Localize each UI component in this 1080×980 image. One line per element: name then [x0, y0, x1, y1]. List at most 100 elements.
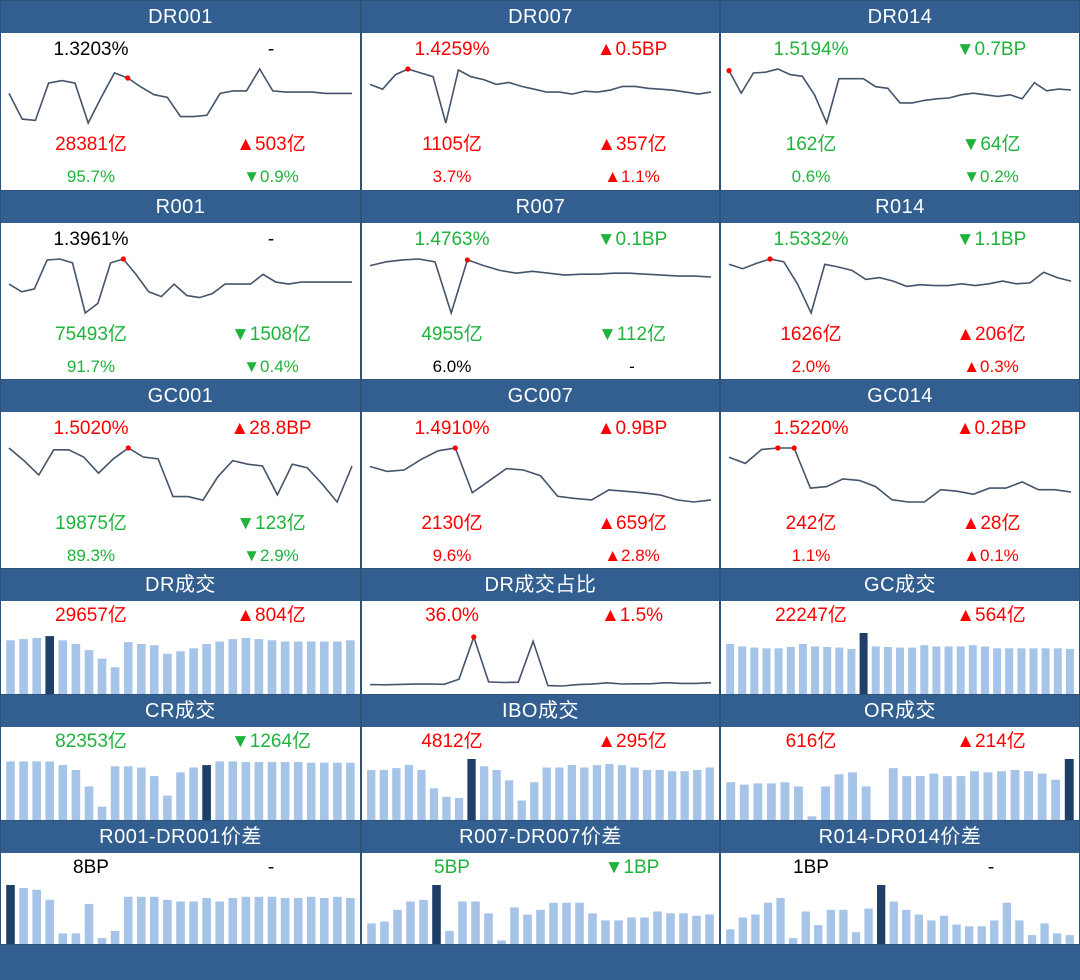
bar: [1040, 923, 1049, 944]
bar: [739, 784, 749, 820]
rate-value: 1.4910%: [414, 418, 490, 439]
bar: [176, 901, 185, 944]
panel-r007-dr007-16[interactable]: R007-DR007价差 5BP ▼1BP: [361, 820, 720, 945]
bar-latest: [877, 885, 886, 944]
bar: [614, 920, 623, 944]
latest-point-marker: [726, 68, 732, 74]
panel-gc007[interactable]: GC007 1.4910% ▲0.9BP 2130亿 ▲659亿 9.6% ▲2.8%: [361, 379, 720, 569]
bar: [642, 770, 652, 820]
panel-dr-10[interactable]: DR成交占比 36.0% ▲1.5%: [361, 568, 720, 695]
bar: [542, 767, 551, 820]
bar: [346, 640, 355, 694]
bar: [333, 896, 342, 944]
volume-change: ▲659亿: [597, 513, 667, 534]
bar: [306, 896, 316, 944]
bar: [956, 646, 965, 694]
bar: [780, 782, 790, 820]
panel-cr-12[interactable]: CR成交 82353亿 ▼1264亿: [0, 694, 361, 821]
share-value: 2.0%: [791, 357, 831, 376]
rate-value: 1.5332%: [773, 229, 849, 250]
panel-gc-11[interactable]: GC成交 22247亿 ▲564亿: [720, 568, 1080, 695]
panel-title: OR成交: [721, 695, 1079, 727]
bar: [45, 761, 54, 820]
bar: [983, 772, 993, 820]
panel-gc014[interactable]: GC014 1.5220% ▲0.2BP 242亿 ▲28亿 1.1% ▲0.1%: [720, 379, 1080, 569]
bar: [32, 889, 41, 944]
bar: [19, 639, 28, 694]
bar-latest: [6, 885, 15, 944]
bar: [851, 932, 861, 944]
bar: [993, 648, 1002, 694]
bar: [627, 917, 636, 944]
bar: [471, 901, 480, 944]
bar: [763, 902, 773, 944]
bar: [592, 765, 602, 820]
bar: [254, 762, 264, 820]
panel-dr007[interactable]: DR007 1.4259% ▲0.5BP 1105亿 ▲357亿 3.7% ▲1.1%: [361, 0, 720, 191]
panel-dr014[interactable]: DR014 1.5194% ▼0.7BP 162亿 ▼64亿 0.6% ▼0.2%: [720, 0, 1080, 191]
value-primary: 4812亿: [421, 731, 483, 752]
bar: [1037, 773, 1047, 820]
sparkline-chart: [726, 68, 1072, 126]
bar: [1041, 648, 1050, 694]
bar: [864, 908, 873, 944]
bar-latest: [859, 633, 868, 694]
panel-title: DR007: [362, 1, 719, 33]
bar: [492, 770, 501, 820]
bar: [510, 907, 519, 944]
bar: [458, 901, 467, 944]
value-primary: 29657亿: [55, 605, 127, 626]
bar: [692, 915, 701, 944]
panel-ibo-13[interactable]: IBO成交 4812亿 ▲295亿: [361, 694, 720, 821]
panel-or-14[interactable]: OR成交 616亿 ▲214亿: [720, 694, 1080, 821]
panel-gc001[interactable]: GC001 1.5020% ▲28.8BP 19875亿 ▼123亿 89.3% ▼2.9%: [0, 379, 361, 569]
bar-chart: [6, 761, 355, 820]
bar: [990, 920, 999, 944]
bar: [807, 816, 817, 820]
bar-chart: [6, 885, 355, 944]
panel-r001-dr001-15[interactable]: R001-DR001价差 8BP -: [0, 820, 361, 945]
bar: [393, 909, 402, 944]
bar: [776, 898, 785, 944]
volume-change: ▼123亿: [236, 513, 306, 534]
panel-r007[interactable]: R007 1.4763% ▼0.1BP 4955亿 ▼112亿 6.0% -: [361, 190, 720, 380]
sparkline-chart: [8, 445, 353, 504]
share-change: ▼0.9%: [243, 167, 299, 186]
bar: [45, 899, 54, 944]
bar: [640, 917, 649, 944]
bar: [834, 774, 844, 820]
value-change: ▲214亿: [956, 731, 1026, 752]
panel-dr-9[interactable]: DR成交 29657亿 ▲804亿: [0, 568, 361, 695]
share-change: ▲0.1%: [963, 546, 1019, 565]
bar: [123, 766, 133, 820]
bar: [965, 926, 974, 944]
bar: [1017, 648, 1026, 694]
bar: [956, 776, 966, 820]
bar: [110, 766, 120, 820]
bar: [997, 771, 1006, 820]
volume-change: ▲503亿: [236, 134, 306, 155]
sparkline-chart: [728, 256, 1072, 316]
bar: [497, 940, 506, 944]
bar: [254, 896, 264, 944]
bar: [555, 767, 564, 820]
panel-r001[interactable]: R001 1.3961% - 75493亿 ▼1508亿 91.7% ▼0.4%: [0, 190, 361, 380]
bar: [346, 762, 355, 820]
bar: [267, 896, 277, 944]
bar-latest: [467, 759, 476, 820]
bar: [6, 761, 15, 820]
panel-r014-dr014-17[interactable]: R014-DR014价差 1BP -: [720, 820, 1080, 945]
bar: [280, 641, 290, 694]
bar: [536, 909, 545, 944]
bar: [902, 776, 912, 820]
panel-dr001[interactable]: DR001 1.3203% - 28381亿 ▲503亿 95.7% ▼0.9%: [0, 0, 361, 191]
sparkline-series: [8, 258, 352, 315]
bar: [71, 644, 81, 694]
share-change: ▼0.4%: [243, 357, 299, 376]
panel-title: DR014: [721, 1, 1079, 33]
value-primary: 22247亿: [775, 605, 847, 626]
bar: [902, 909, 911, 944]
panel-r014[interactable]: R014 1.5332% ▼1.1BP 1626亿 ▲206亿 2.0% ▲0.3%: [720, 190, 1080, 380]
value-primary: 82353亿: [55, 731, 127, 752]
bar: [215, 761, 224, 820]
